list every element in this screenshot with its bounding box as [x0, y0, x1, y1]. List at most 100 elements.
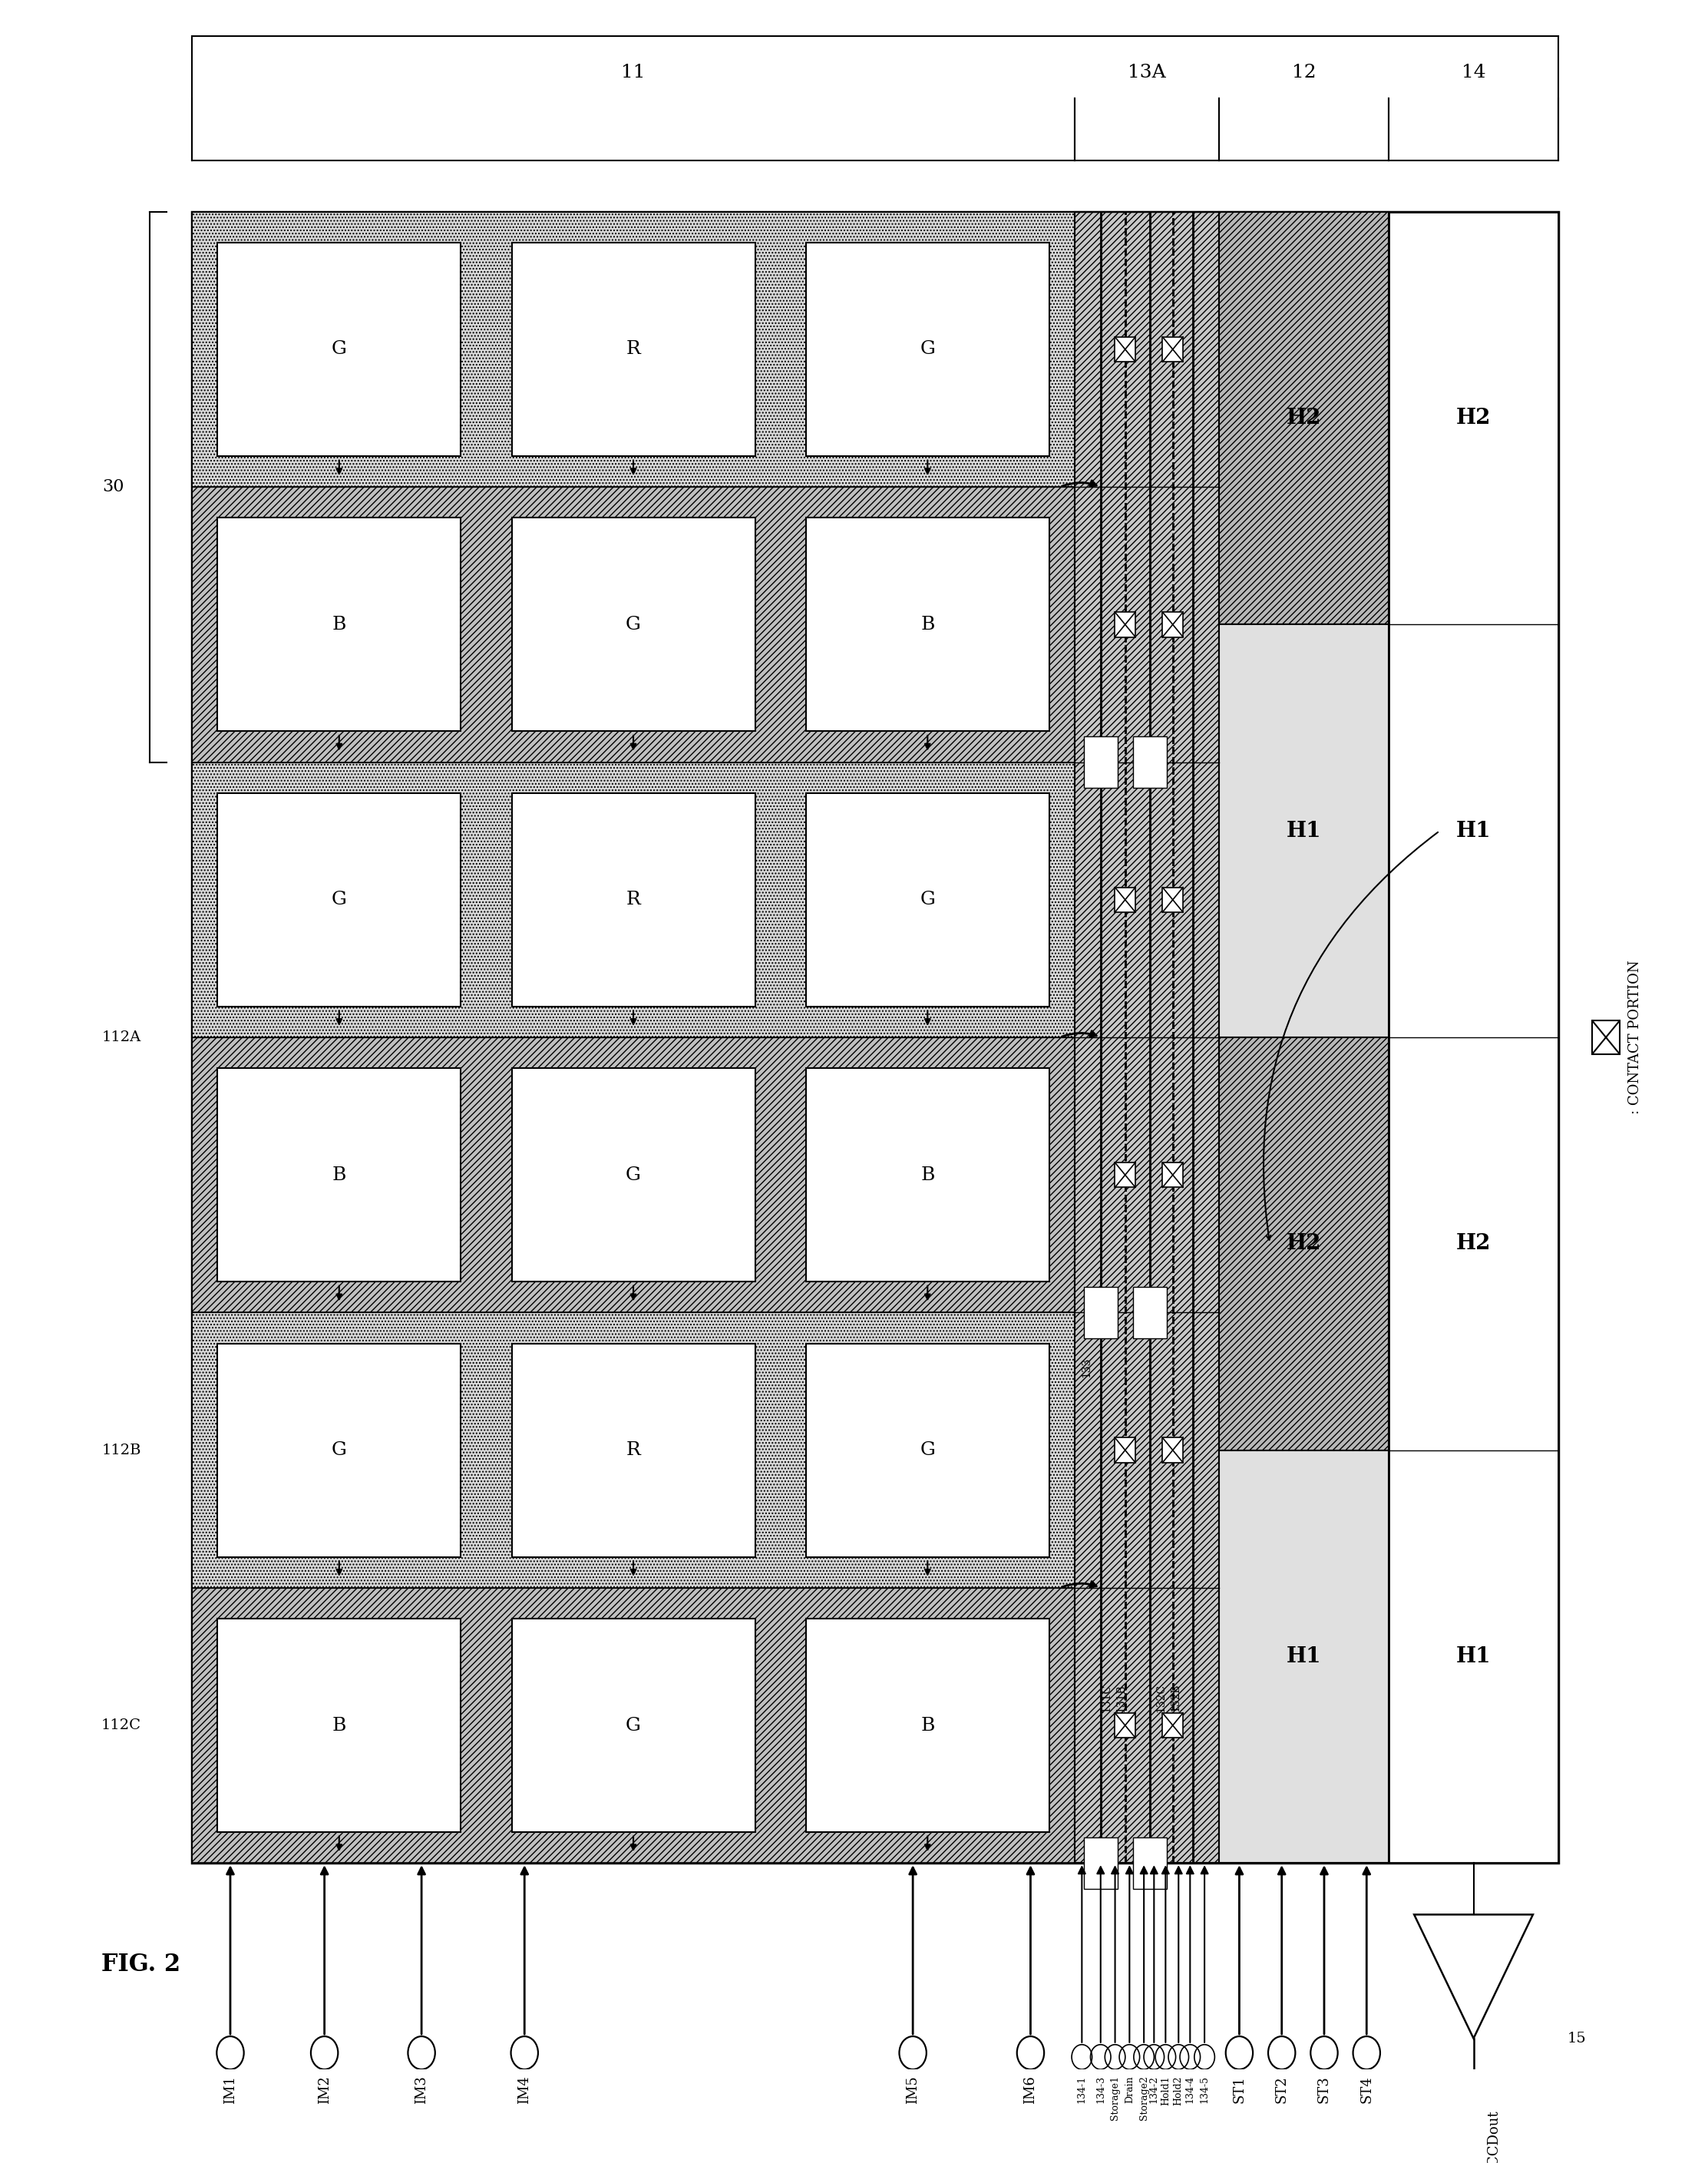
- Text: H1: H1: [1286, 1646, 1322, 1668]
- Bar: [1115, 337, 1136, 361]
- Text: G: G: [331, 1441, 347, 1460]
- Bar: [217, 242, 461, 456]
- Bar: [1083, 1287, 1117, 1339]
- Text: IM1: IM1: [224, 2076, 237, 2105]
- Polygon shape: [1414, 1914, 1534, 2038]
- Text: G: G: [921, 891, 936, 908]
- Text: 132C: 132C: [1156, 1683, 1167, 1713]
- Text: G: G: [625, 1166, 640, 1183]
- Text: G: G: [331, 340, 347, 359]
- Text: G: G: [921, 1441, 936, 1460]
- Bar: [191, 212, 1558, 1862]
- Text: R: R: [627, 891, 640, 908]
- Text: 132B: 132B: [1170, 1683, 1180, 1711]
- Text: B: B: [921, 616, 934, 634]
- Bar: [191, 212, 1074, 487]
- Text: H2: H2: [1286, 1233, 1322, 1255]
- Bar: [1132, 1287, 1167, 1339]
- Text: 112B: 112B: [101, 1443, 142, 1458]
- Text: 134-4: 134-4: [1185, 2076, 1196, 2102]
- Text: 134-1: 134-1: [1076, 2076, 1086, 2102]
- Bar: [1083, 1836, 1117, 1888]
- Bar: [1115, 1162, 1136, 1187]
- Bar: [1163, 612, 1184, 636]
- Text: Hold2: Hold2: [1173, 2076, 1184, 2105]
- Text: Drain: Drain: [1124, 2076, 1134, 2102]
- Text: CCDout: CCDout: [1488, 2111, 1501, 2163]
- Bar: [1220, 1038, 1389, 1449]
- Text: ST2: ST2: [1274, 2076, 1288, 2102]
- Bar: [1132, 1836, 1167, 1888]
- Text: G: G: [625, 616, 640, 634]
- Text: ST4: ST4: [1360, 2076, 1373, 2102]
- Text: 134-2: 134-2: [1149, 2076, 1160, 2102]
- Text: 134-5: 134-5: [1199, 2076, 1209, 2102]
- Bar: [217, 794, 461, 1006]
- Text: B: B: [331, 1717, 347, 1735]
- Text: 112A: 112A: [102, 1030, 142, 1045]
- Bar: [806, 794, 1049, 1006]
- Text: 14: 14: [1462, 65, 1486, 82]
- Text: ST1: ST1: [1233, 2076, 1247, 2102]
- Text: IM2: IM2: [318, 2076, 331, 2105]
- Bar: [191, 1588, 1074, 1862]
- Bar: [1220, 625, 1389, 1038]
- Bar: [1220, 212, 1389, 625]
- Bar: [1163, 1162, 1184, 1187]
- Bar: [217, 1343, 461, 1557]
- Text: FIG. 2: FIG. 2: [101, 1953, 181, 1977]
- Text: B: B: [921, 1717, 934, 1735]
- Text: 12: 12: [1291, 65, 1315, 82]
- Bar: [512, 1343, 755, 1557]
- Text: 134-3: 134-3: [1095, 2076, 1105, 2102]
- Bar: [806, 1343, 1049, 1557]
- Bar: [1115, 1438, 1136, 1462]
- Text: IM6: IM6: [1023, 2076, 1037, 2105]
- Bar: [1163, 887, 1184, 913]
- Bar: [191, 761, 1074, 1038]
- Bar: [806, 1618, 1049, 1832]
- Bar: [512, 517, 755, 731]
- Text: IM3: IM3: [415, 2076, 429, 2105]
- Bar: [1220, 1449, 1389, 1862]
- Bar: [1074, 212, 1220, 1862]
- Text: 112C: 112C: [101, 1717, 142, 1733]
- Text: G: G: [331, 891, 347, 908]
- Text: R: R: [627, 340, 640, 359]
- Bar: [512, 1618, 755, 1832]
- Bar: [1592, 1021, 1619, 1053]
- Bar: [217, 1618, 461, 1832]
- Bar: [1389, 212, 1558, 1862]
- Bar: [217, 517, 461, 731]
- Text: G: G: [921, 340, 936, 359]
- Bar: [1163, 337, 1184, 361]
- Bar: [1163, 1438, 1184, 1462]
- Text: IM4: IM4: [518, 2076, 531, 2105]
- Text: 30: 30: [102, 478, 125, 495]
- Text: Storage1: Storage1: [1110, 2076, 1120, 2120]
- Text: H1: H1: [1455, 1646, 1491, 1668]
- Text: B: B: [921, 1166, 934, 1183]
- Bar: [512, 1069, 755, 1283]
- Bar: [806, 242, 1049, 456]
- Text: G: G: [625, 1717, 640, 1735]
- Text: 15: 15: [1566, 2031, 1587, 2046]
- Bar: [1083, 735, 1117, 787]
- Bar: [1115, 1713, 1136, 1737]
- Bar: [191, 1313, 1074, 1588]
- Text: B: B: [331, 1166, 347, 1183]
- Bar: [512, 242, 755, 456]
- Bar: [806, 517, 1049, 731]
- Bar: [217, 1069, 461, 1283]
- Text: ST3: ST3: [1317, 2076, 1331, 2102]
- Text: R: R: [627, 1441, 640, 1460]
- Bar: [1115, 887, 1136, 913]
- Bar: [1132, 735, 1167, 787]
- Text: H2: H2: [1455, 1233, 1491, 1255]
- Text: H1: H1: [1286, 820, 1322, 841]
- Text: 133: 133: [1081, 1358, 1091, 1378]
- Bar: [512, 794, 755, 1006]
- Text: B: B: [331, 616, 347, 634]
- Bar: [806, 1069, 1049, 1283]
- Bar: [1115, 612, 1136, 636]
